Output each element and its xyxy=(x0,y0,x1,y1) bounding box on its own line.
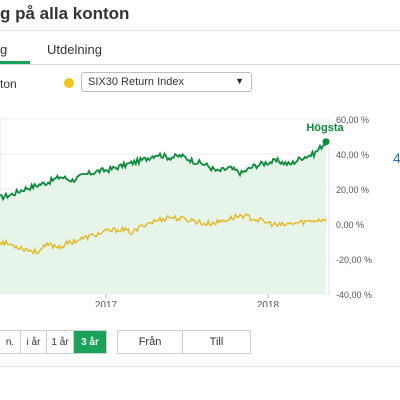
tab-bar: g Utdelning xyxy=(0,38,400,65)
index-color-dot xyxy=(64,78,74,88)
footer-divider xyxy=(0,366,400,367)
range-button-1y[interactable]: 1 år xyxy=(47,331,74,353)
x-tick-label: 2017 xyxy=(95,300,118,307)
to-date-button[interactable]: Till xyxy=(182,330,251,354)
account-label: ton xyxy=(0,77,17,91)
y-tick-label: 20,00 % xyxy=(336,185,369,195)
from-date-button[interactable]: Från xyxy=(117,330,183,354)
page-title: g på alla konton xyxy=(0,4,130,23)
index-series-line xyxy=(0,213,327,256)
triangle-down-icon: ▼ xyxy=(235,76,244,86)
x-axis-ticks: 2017 2018 xyxy=(95,294,280,307)
account-series-line xyxy=(0,141,327,202)
side-value-fragment: 4 xyxy=(393,150,400,166)
period-button-group: n. i år 1 år 3 år xyxy=(0,330,107,354)
performance-chart: Högsta 60,00 % 40,00 % 20,00 % 0,00 % -20,00… xyxy=(0,115,372,307)
y-tick-label: -40,00 % xyxy=(336,290,372,300)
y-tick-label: 0,00 % xyxy=(336,220,364,230)
y-tick-label: 60,00 % xyxy=(336,115,369,125)
peak-annotation: Högsta xyxy=(306,122,344,134)
tab-development[interactable]: g xyxy=(0,42,8,57)
y-tick-label: -20,00 % xyxy=(336,255,372,265)
peak-marker xyxy=(322,138,330,146)
range-button-month[interactable]: n. xyxy=(0,331,21,353)
range-button-3y[interactable]: 3 år xyxy=(74,331,106,353)
title-divider xyxy=(0,30,400,31)
range-button-ytd[interactable]: i år xyxy=(21,331,47,353)
index-select-value: SIX30 Return Index xyxy=(88,76,185,88)
y-tick-label: 40,00 % xyxy=(336,150,369,160)
active-tab-indicator xyxy=(0,61,30,64)
index-select[interactable]: SIX30 Return Index ▼ xyxy=(81,72,252,92)
tab-dividends[interactable]: Utdelning xyxy=(47,42,102,57)
x-tick-label: 2018 xyxy=(257,300,280,307)
y-axis-ticks: 60,00 % 40,00 % 20,00 % 0,00 % -20,00 % -40,0… xyxy=(336,115,372,300)
